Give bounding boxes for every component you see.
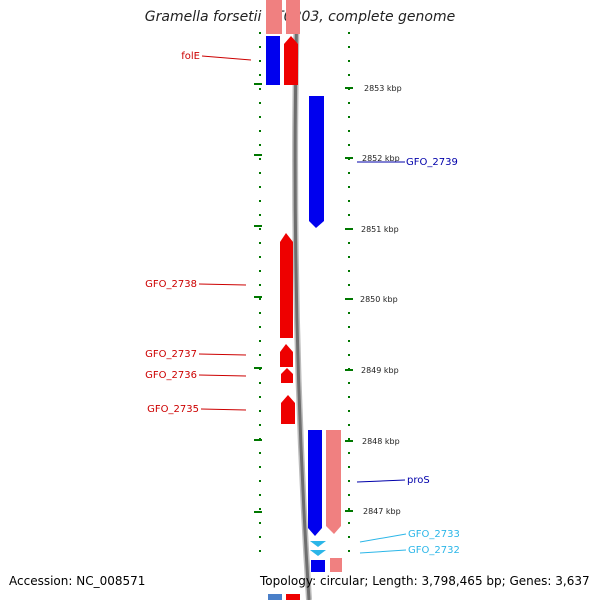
gene-label-GFO_2738[interactable]: GFO_2738 bbox=[145, 279, 197, 290]
feature-folE[interactable] bbox=[284, 36, 298, 85]
leader-proS bbox=[356, 479, 406, 483]
kbp-label: 2853 kbp bbox=[364, 84, 402, 93]
feature-GFO_2733[interactable] bbox=[310, 541, 326, 547]
leader-GFO_2737 bbox=[198, 353, 247, 356]
gene-label-GFO_2737[interactable]: GFO_2737 bbox=[145, 349, 197, 360]
feature-reverse-top[interactable] bbox=[266, 36, 280, 85]
genome-summary-text: Topology: circular; Length: 3,798,465 bp… bbox=[260, 574, 590, 588]
feature-GFO_2739[interactable] bbox=[309, 96, 324, 228]
feature-GFO_2735[interactable] bbox=[281, 395, 295, 424]
feature-bottom-edge[interactable] bbox=[286, 594, 300, 600]
feature-bottom-edge[interactable] bbox=[268, 594, 282, 600]
gene-label-GFO_2736[interactable]: GFO_2736 bbox=[145, 370, 197, 381]
kbp-label: 2848 kbp bbox=[362, 437, 400, 446]
kbp-label: 2850 kbp bbox=[360, 295, 398, 304]
feature-bottom[interactable] bbox=[311, 560, 325, 572]
accession-text: Accession: NC_008571 bbox=[9, 574, 146, 588]
gene-label-GFO_2733[interactable]: GFO_2733 bbox=[408, 529, 460, 540]
leader-folE bbox=[201, 55, 252, 61]
leader-GFO_2733 bbox=[359, 533, 407, 543]
leader-GFO_2732 bbox=[359, 549, 407, 554]
feature-GFO_2737[interactable] bbox=[280, 344, 293, 367]
leader-GFO_2736 bbox=[198, 374, 247, 377]
gene-label-folE[interactable]: folE bbox=[181, 51, 200, 62]
leader-GFO_2738 bbox=[198, 283, 247, 286]
gene-label-GFO_2732[interactable]: GFO_2732 bbox=[408, 545, 460, 556]
feature-bottom-light[interactable] bbox=[330, 558, 342, 572]
feature-proS[interactable] bbox=[308, 430, 322, 536]
feature-proS-light[interactable] bbox=[326, 430, 341, 534]
feature-GFO_2738[interactable] bbox=[280, 233, 293, 338]
feature-GFO_2732[interactable] bbox=[310, 550, 326, 556]
feature-light-top[interactable] bbox=[286, 0, 300, 34]
feature-light-top[interactable] bbox=[266, 0, 282, 34]
kbp-label: 2852 kbp bbox=[362, 154, 400, 163]
gene-label-GFO_2735[interactable]: GFO_2735 bbox=[147, 404, 199, 415]
kbp-label: 2849 kbp bbox=[361, 366, 399, 375]
left-ruler bbox=[254, 32, 262, 560]
kbp-label: 2847 kbp bbox=[363, 507, 401, 516]
gene-label-proS[interactable]: proS bbox=[407, 475, 430, 486]
gene-label-GFO_2739[interactable]: GFO_2739 bbox=[406, 157, 458, 168]
feature-GFO_2736[interactable] bbox=[281, 368, 293, 383]
leader-GFO_2735 bbox=[200, 408, 247, 411]
right-ruler bbox=[345, 32, 353, 560]
kbp-label: 2851 kbp bbox=[361, 225, 399, 234]
